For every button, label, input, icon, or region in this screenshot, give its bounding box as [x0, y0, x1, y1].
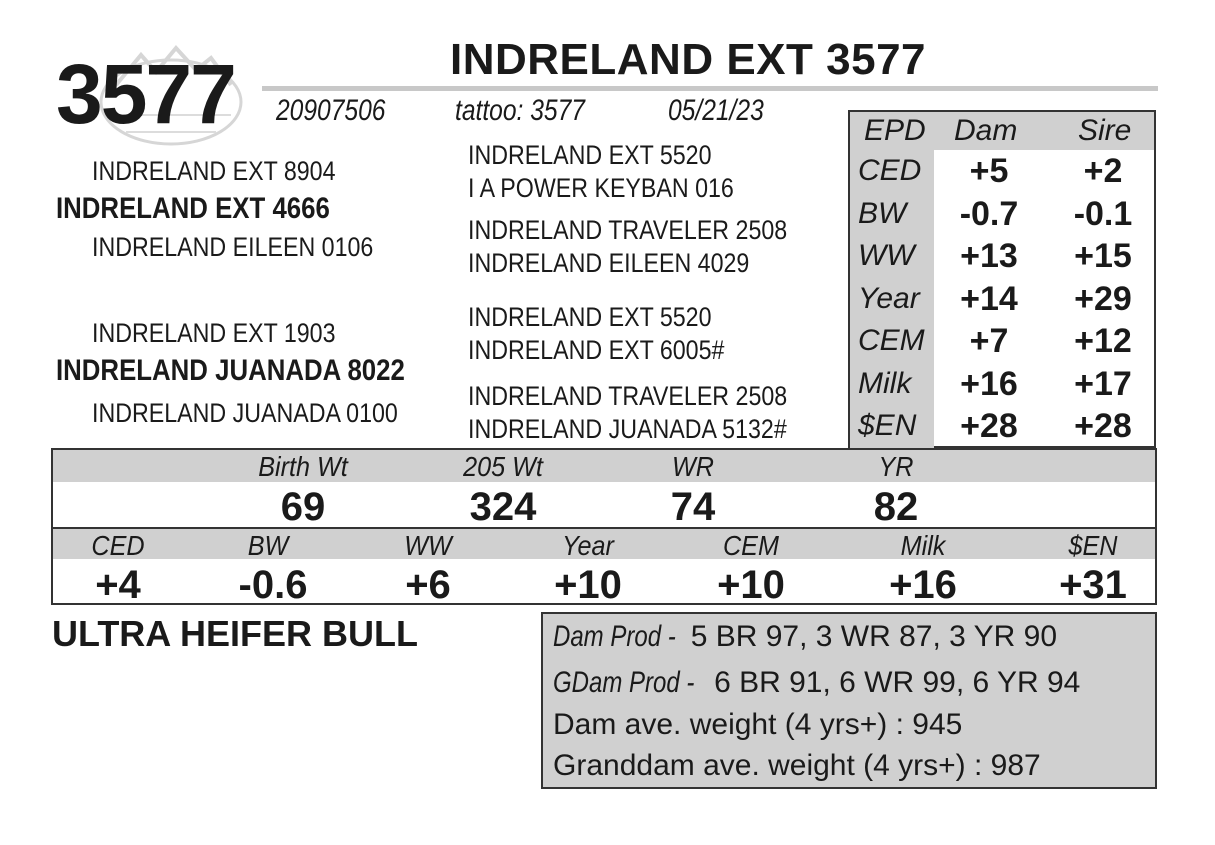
epd-dam-value: +28	[960, 407, 1018, 445]
dam-prod-label: Dam Prod -	[553, 620, 676, 653]
epd-row-label: $EN	[858, 409, 917, 442]
performance-box: Birth Wt 205 Wt WR YR 69 324 74 82 CED B…	[51, 448, 1157, 605]
epd-dam-value: +14	[960, 280, 1018, 318]
own-epd-value-ced: +4	[95, 563, 141, 607]
epd-row-label: CED	[858, 154, 922, 187]
title-rule	[262, 86, 1158, 91]
epd-row-label: BW	[858, 197, 907, 230]
own-epd-header-year: Year	[562, 530, 614, 561]
dam-prod-value: 5 BR 97, 3 WR 87, 3 YR 90	[690, 620, 1058, 653]
gdam-prod-value: 6 BR 91, 6 WR 99, 6 YR 94	[714, 666, 1081, 699]
epd-dam-value: +5	[969, 152, 1009, 190]
weights-header-wr: WR	[672, 451, 714, 482]
epd-dam-value: +7	[969, 322, 1009, 360]
epd-dam-value: +16	[960, 365, 1018, 403]
pedigree-gg-3: INDRELAND TRAVELER 2508	[468, 215, 788, 245]
gdam-prod-label: GDam Prod -	[553, 666, 695, 699]
epd-header-dam: Dam	[954, 114, 1018, 147]
weights-header-band	[53, 450, 1155, 482]
weights-header-birth: Birth Wt	[258, 451, 348, 482]
pedigree-gg-1: INDRELAND EXT 5520	[468, 140, 712, 170]
epd-row-label: Milk	[858, 367, 912, 400]
epd-sire-value: +12	[1074, 322, 1132, 360]
weights-value-birth: 69	[280, 485, 326, 529]
weights-header-205: 205 Wt	[463, 451, 543, 482]
epd-row-label: CEM	[858, 324, 925, 357]
epds-header-band	[53, 529, 1155, 559]
pedigree-sire-sire: INDRELAND EXT 8904	[92, 156, 336, 186]
pedigree-gg-8: INDRELAND JUANADA 5132#	[468, 414, 787, 444]
dam-prod-line: Dam Prod - 5 BR 97, 3 WR 87, 3 YR 90	[553, 622, 1057, 652]
own-epd-value-cem: +10	[717, 563, 785, 607]
own-epd-value-ww: +6	[405, 563, 451, 607]
weights-value-205: 324	[469, 485, 537, 529]
own-epd-value-milk: +16	[889, 563, 957, 607]
pedigree-dam: INDRELAND JUANADA 8022	[56, 354, 405, 387]
dam-average-weight: Dam ave. weight (4 yrs+) : 945	[553, 708, 963, 741]
tattoo: tattoo: 3577	[455, 94, 585, 127]
epd-sire-value: -0.1	[1073, 195, 1133, 233]
own-epd-header-milk: Milk	[900, 530, 946, 561]
own-epd-header-en: $EN	[1068, 530, 1118, 561]
pedigree-gg-6: INDRELAND EXT 6005#	[468, 335, 725, 365]
epd-row-label: WW	[858, 239, 915, 272]
epd-header-sire: Sire	[1078, 114, 1132, 147]
epd-sire-value: +29	[1074, 280, 1132, 318]
epd-sire-value: +28	[1074, 407, 1132, 445]
own-epd-value-bw: -0.6	[238, 563, 308, 607]
lot-number: 3577	[56, 47, 237, 141]
production-box: Dam Prod - 5 BR 97, 3 WR 87, 3 YR 90 GDa…	[541, 612, 1157, 789]
epd-sire-value: +2	[1083, 152, 1123, 190]
epd-dam-value: -0.7	[959, 195, 1019, 233]
registration-number: 20907506	[276, 94, 386, 127]
own-epd-header-cem: CEM	[722, 530, 779, 561]
granddam-average-weight: Granddam ave. weight (4 yrs+) : 987	[553, 749, 1041, 782]
pedigree-gg-5: INDRELAND EXT 5520	[468, 302, 712, 332]
tagline: ULTRA HEIFER BULL	[52, 613, 418, 654]
animal-name: INDRELAND EXT 3577	[450, 35, 927, 84]
epd-table-header	[850, 112, 1154, 150]
epd-row-label: Year	[858, 282, 920, 315]
own-epd-header-ww: WW	[404, 530, 452, 561]
own-epd-value-en: +31	[1059, 563, 1127, 607]
band-divider	[53, 527, 1155, 529]
ranch-logo	[96, 40, 246, 150]
pedigree-dam-sire: INDRELAND EXT 1903	[92, 318, 336, 348]
epd-sire-value: +15	[1074, 237, 1132, 275]
epd-label-column	[850, 150, 934, 448]
weights-value-wr: 74	[670, 485, 716, 529]
pedigree-sire-dam: INDRELAND EILEEN 0106	[92, 232, 374, 262]
epd-dam-value: +13	[960, 237, 1018, 275]
gdam-prod-line: GDam Prod - 6 BR 91, 6 WR 99, 6 YR 94	[553, 668, 1080, 698]
epd-sire-value: +17	[1074, 365, 1132, 403]
pedigree-gg-4: INDRELAND EILEEN 4029	[468, 248, 750, 278]
pedigree-dam-dam: INDRELAND JUANADA 0100	[92, 398, 398, 428]
own-epd-header-bw: BW	[247, 530, 289, 561]
pedigree-gg-7: INDRELAND TRAVELER 2508	[468, 381, 788, 411]
own-epd-header-ced: CED	[91, 530, 145, 561]
pedigree-gg-2: I A POWER KEYBAN 016	[468, 173, 734, 203]
weights-header-yr: YR	[878, 451, 914, 482]
birth-date: 05/21/23	[668, 94, 764, 127]
epd-header-epd: EPD	[864, 114, 926, 147]
own-epd-value-year: +10	[554, 563, 622, 607]
epd-table: EPD Dam Sire CED +5 +2 BW -0.7 -0.1 WW +…	[848, 110, 1156, 448]
weights-value-yr: 82	[873, 485, 919, 529]
pedigree-sire: INDRELAND EXT 4666	[56, 192, 330, 225]
